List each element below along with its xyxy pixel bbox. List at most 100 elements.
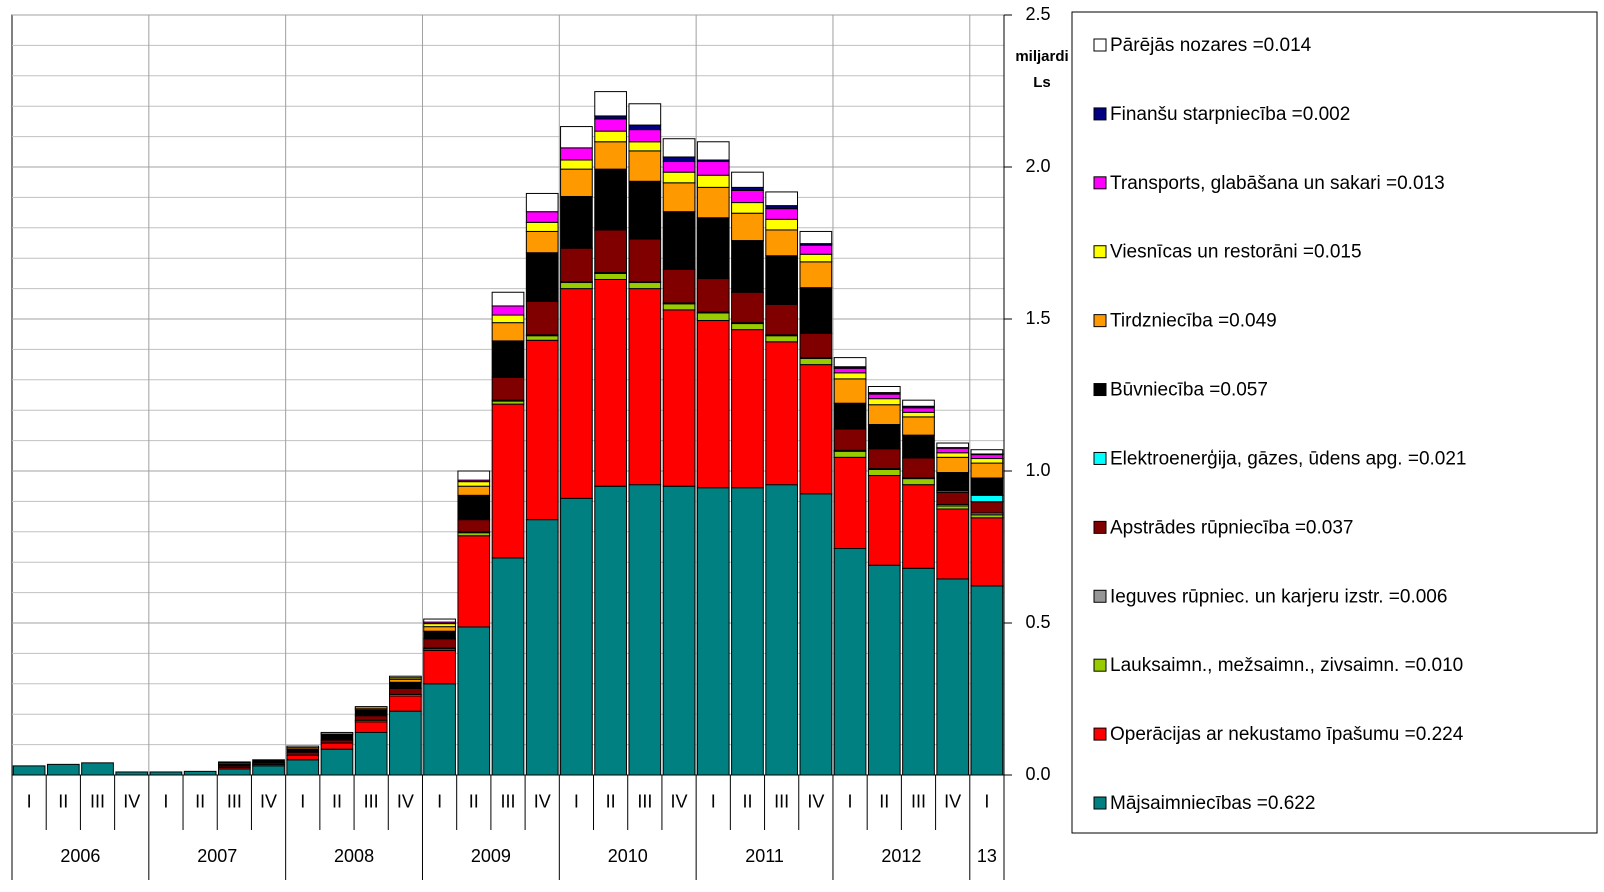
bar-segment (799, 261, 833, 289)
legend-label: Viesnīcas un restorāni =0.015 (1110, 242, 1362, 263)
bar-segment (867, 385, 901, 394)
x-tick-label: III (911, 791, 926, 811)
legend-swatch (1093, 658, 1107, 672)
bar-segment (902, 399, 935, 407)
year-label: 2009 (471, 846, 511, 866)
x-tick-label: IV (534, 791, 551, 811)
legend-label: Tirdzniecība =0.049 (1110, 311, 1277, 332)
bar-segment (867, 475, 901, 566)
bar-segment (594, 485, 627, 776)
bar-segment (902, 416, 935, 436)
bar-segment (867, 404, 901, 425)
legend-label: Apstrādes rūpniecība =0.037 (1110, 517, 1353, 538)
bar-segment (662, 309, 696, 487)
x-tick-label: I (300, 791, 305, 811)
x-tick-label: I (163, 791, 168, 811)
bar-segment (628, 282, 662, 290)
bar-segment (799, 253, 833, 263)
bar-segment (389, 695, 422, 712)
bar-segment (491, 376, 525, 401)
bar-segment (354, 721, 388, 733)
bar-segment (867, 393, 901, 400)
bar-segment (525, 211, 559, 223)
bar-segment (833, 357, 867, 368)
bar-segment (628, 129, 662, 143)
x-tick-label: III (500, 791, 515, 811)
bar-segment (491, 291, 525, 307)
bar-segment (389, 710, 422, 776)
legend-box (1071, 11, 1598, 834)
year-label: 2007 (197, 846, 237, 866)
bar-segment (867, 423, 901, 450)
bar-segment (731, 171, 764, 188)
bar-segment (696, 278, 730, 313)
x-tick-label: II (58, 791, 68, 811)
bar-segment (12, 765, 46, 776)
legend-label: Elektroenerģija, gāzes, ūdens apg. =0.02… (1110, 448, 1467, 469)
bar-segment (936, 442, 970, 449)
bar-segment (628, 238, 662, 283)
bar-segment (594, 168, 627, 231)
bar-segment (594, 91, 627, 117)
bar-segment (320, 731, 354, 735)
x-tick-label: III (774, 791, 789, 811)
x-tick-label: I (848, 791, 853, 811)
bar-segment (833, 372, 867, 380)
bar-segment (970, 517, 1004, 587)
bar-segment (457, 494, 491, 521)
bar-segment (491, 314, 525, 324)
bar-segment (970, 458, 1004, 464)
bar-segment (457, 626, 491, 776)
bar-segment (970, 454, 1004, 460)
legend-label: Lauksaimn., mežsaimn., zivsaimn. =0.010 (1110, 655, 1463, 676)
bar-segment (833, 378, 867, 404)
bar-segment (217, 761, 251, 764)
bar-segment (662, 156, 696, 163)
bar-segment (252, 765, 285, 776)
bar-segment (560, 247, 593, 283)
bar-segment (662, 211, 696, 270)
bar-segment (46, 763, 80, 776)
bar-segment (423, 638, 456, 649)
bar-segment (731, 202, 764, 214)
bar-segment (354, 706, 388, 709)
bar-segment (423, 649, 456, 685)
x-tick-label: IV (807, 791, 824, 811)
bar-segment (354, 715, 388, 721)
bar-segment (833, 548, 867, 776)
legend-label: Operācijas ar nekustamo īpašumu =0.224 (1110, 724, 1464, 745)
bar-segment (457, 535, 491, 628)
legend-swatch (1093, 796, 1107, 810)
legend-label: Pārējās nozares =0.014 (1110, 35, 1312, 56)
bar-segment (594, 130, 627, 143)
legend-label: Finanšu starpniecība =0.002 (1110, 104, 1350, 125)
x-tick-label: IV (671, 791, 688, 811)
bar-segment (320, 733, 354, 741)
bar-segment (525, 339, 559, 521)
year-label: 2012 (881, 846, 921, 866)
bar-segment (867, 398, 901, 406)
bar-segment (560, 282, 593, 290)
bar-segment (628, 124, 662, 131)
bar-segment (799, 364, 833, 495)
bar-segment (217, 768, 251, 776)
bar-segment (833, 402, 867, 430)
bar-segment (936, 472, 970, 492)
x-tick-label: II (742, 791, 752, 811)
bar-segment (731, 240, 764, 293)
bar-segment (936, 508, 970, 580)
bar-segment (731, 323, 764, 331)
bar-segment (286, 759, 320, 776)
y-tick-label: 1.0 (1025, 460, 1050, 480)
bar-segment (799, 493, 833, 776)
bar-segment (560, 288, 593, 499)
bar-segment (799, 287, 833, 334)
bar-segment (936, 452, 970, 458)
x-tick-label: IV (397, 791, 414, 811)
bar-segment (765, 255, 799, 305)
bar-segment (525, 230, 559, 254)
bar-segment (628, 484, 662, 776)
legend-label: Būvniecība =0.057 (1110, 380, 1268, 401)
bar-segment (731, 212, 764, 242)
bar-segment (457, 485, 491, 496)
